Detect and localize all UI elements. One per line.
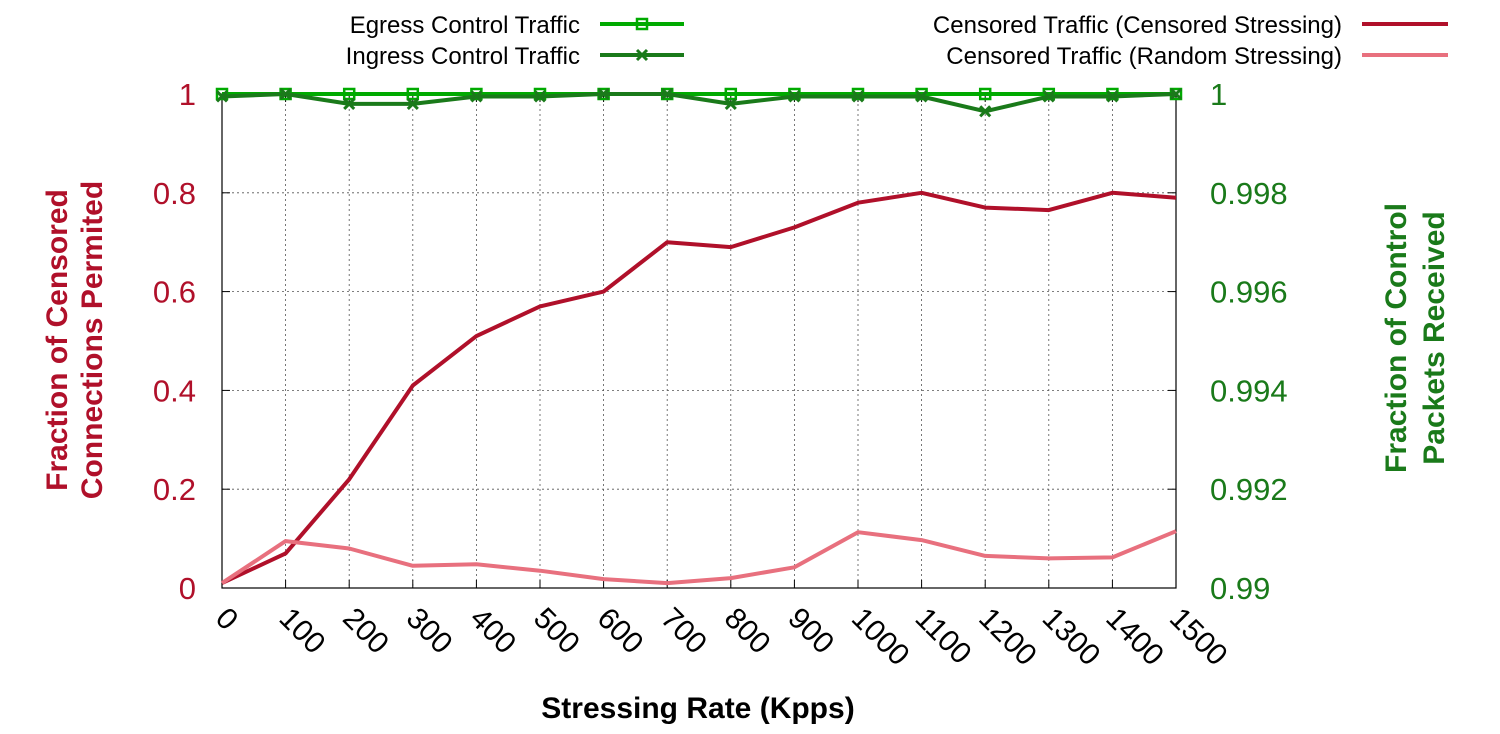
series-line-censored-traffic-random-stressing (220, 529, 1177, 586)
data-point-ingress-control-traffic (1042, 90, 1055, 103)
x-tick-label: 1400 (1099, 602, 1170, 673)
y-axis-left-title-line2: Connections Permited (76, 181, 109, 499)
data-point-egress-control-traffic (1042, 87, 1056, 101)
data-point-egress-control-traffic (406, 87, 420, 101)
grid (222, 94, 1176, 588)
data-point-ingress-control-traffic (1106, 90, 1119, 103)
marker-stroke (915, 90, 928, 103)
marker-stroke (661, 87, 674, 101)
marker-stroke (279, 87, 292, 101)
series-group (215, 87, 1183, 586)
y-right-tick-label: 1 (1210, 77, 1227, 112)
legend-marker (635, 17, 649, 31)
x-tick-label: 500 (527, 602, 586, 661)
x-tick-label: 1100 (909, 602, 978, 671)
series-line-ingress-control-traffic (221, 92, 1177, 114)
y-right-tick-label: 0.99 (1210, 571, 1270, 606)
legend-label: Censored Traffic (Random Stressing) (946, 43, 1342, 70)
y-left-tick-label: 0.2 (153, 472, 196, 507)
data-point-ingress-control-traffic (661, 87, 674, 101)
marker-stroke (1106, 90, 1119, 103)
marker-stroke (533, 90, 547, 103)
y-left-tick-label: 0.8 (153, 176, 196, 211)
marker-stroke (1169, 87, 1183, 101)
data-point-ingress-control-traffic (597, 87, 610, 101)
plot-frame (221, 93, 1177, 589)
x-tick-label: 1000 (845, 602, 916, 673)
marker-stroke (851, 90, 865, 103)
data-point-egress-control-traffic (470, 87, 483, 101)
marker-stroke (343, 97, 356, 110)
data-point-ingress-control-traffic (979, 105, 992, 118)
x-tick-label: 0 (209, 602, 244, 637)
y-axis-right-title-line2: Packets Received (1418, 211, 1451, 465)
legend-marker (635, 48, 649, 62)
y-right-tick-label: 0.998 (1210, 176, 1288, 211)
plot-border (221, 93, 1177, 589)
data-point-ingress-control-traffic (788, 90, 801, 103)
data-point-egress-control-traffic (978, 87, 992, 101)
marker-stroke (979, 105, 992, 118)
legend-label: Egress Control Traffic (350, 12, 580, 39)
data-point-ingress-control-traffic (406, 97, 419, 110)
marker-stroke (788, 90, 801, 103)
data-point-egress-control-traffic (788, 87, 801, 101)
data-point-egress-control-traffic (342, 87, 356, 101)
x-tick-label: 1500 (1163, 602, 1234, 673)
x-tick-label: 700 (654, 602, 713, 661)
x-tick-label: 900 (781, 602, 840, 661)
y-axis-right-title-line1: Fraction of Control (1380, 203, 1413, 473)
marker-stroke (1042, 90, 1055, 103)
y-right-tick-label: 0.994 (1210, 373, 1288, 408)
x-axis-title: Stressing Rate (Kpps) (541, 692, 854, 725)
data-point-ingress-control-traffic (215, 90, 229, 103)
y-left-tick-label: 0.6 (153, 275, 196, 310)
x-tick-label: 1200 (972, 602, 1043, 673)
x-tick-label: 200 (336, 602, 395, 661)
marker-stroke (597, 87, 610, 101)
data-point-egress-control-traffic (533, 87, 547, 101)
data-point-ingress-control-traffic (915, 90, 928, 103)
x-tick-label: 600 (591, 602, 650, 661)
data-point-egress-control-traffic (724, 87, 738, 101)
marker-stroke (635, 48, 649, 62)
x-tick-label: 1300 (1036, 602, 1107, 673)
legend-label: Censored Traffic (Censored Stressing) (933, 12, 1342, 39)
data-point-ingress-control-traffic (1169, 87, 1183, 101)
x-tick-label: 800 (718, 602, 777, 661)
data-point-ingress-control-traffic (533, 90, 547, 103)
data-point-egress-control-traffic (1106, 87, 1119, 101)
series-line-censored-traffic-censored-stressing (221, 190, 1177, 585)
marker-stroke (215, 90, 229, 103)
y-axis-left-title-line1: Fraction of Censored (41, 189, 74, 491)
legend-label: Ingress Control Traffic (346, 43, 580, 70)
y-left-tick-label: 0.4 (153, 373, 196, 408)
data-point-ingress-control-traffic (724, 97, 737, 110)
data-point-ingress-control-traffic (470, 90, 483, 103)
x-tick-label: 100 (273, 602, 332, 661)
data-point-egress-control-traffic (851, 87, 865, 101)
legend: Egress Control Traffic Ingress Control Tr… (346, 12, 1448, 70)
marker-stroke (470, 90, 483, 103)
marker-stroke (724, 97, 737, 110)
y-right-tick-label: 0.996 (1210, 275, 1288, 310)
marker-stroke (406, 97, 419, 110)
data-point-ingress-control-traffic (851, 90, 865, 103)
data-point-ingress-control-traffic (343, 97, 356, 110)
x-tick-label: 300 (400, 602, 459, 661)
data-point-egress-control-traffic (915, 87, 928, 101)
x-tick-label: 400 (463, 602, 522, 661)
y-left-tick-label: 1 (179, 77, 196, 112)
data-point-egress-control-traffic (215, 87, 229, 101)
tick-labels: 0 100 200 300 400 500 600 700 800 900 100011001200… (153, 77, 1288, 672)
data-point-ingress-control-traffic (279, 87, 292, 101)
y-right-tick-label: 0.992 (1210, 472, 1288, 507)
y-left-tick-label: 0 (179, 571, 196, 606)
